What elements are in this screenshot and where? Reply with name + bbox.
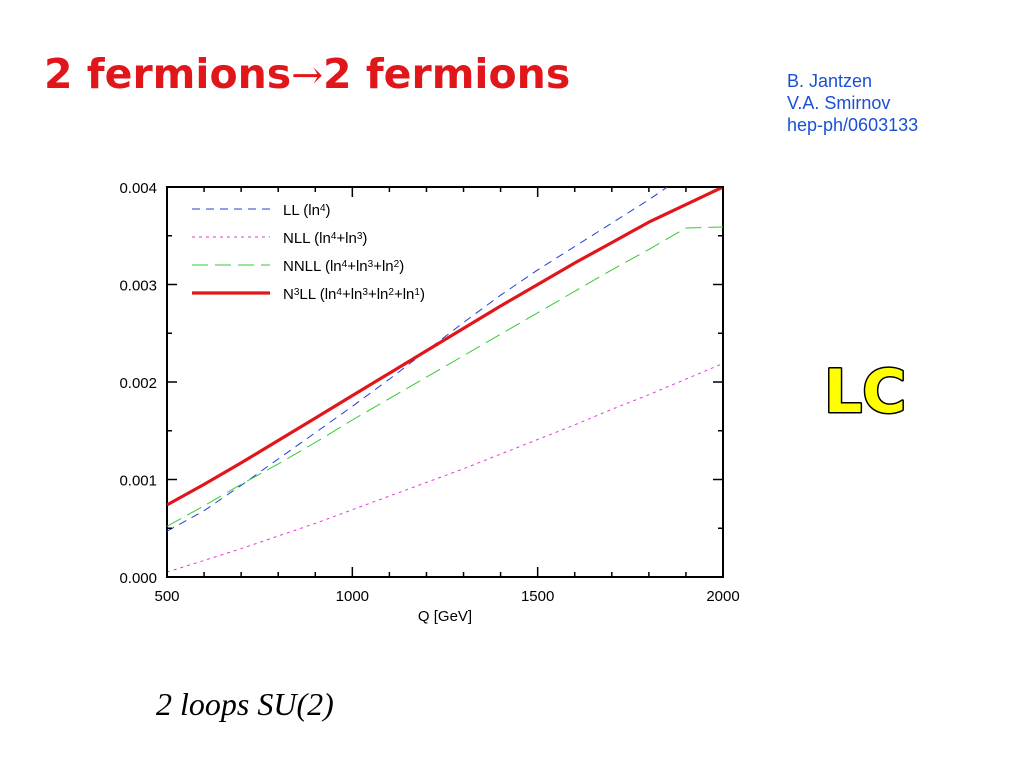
- series-line-2: [167, 363, 723, 573]
- plot-frame: [166, 186, 724, 578]
- title-left: 2 fermions: [44, 50, 292, 98]
- legend-label-2: NLL (ln4+ln3): [283, 230, 367, 247]
- credit-author-2: V.A. Smirnov: [787, 93, 891, 113]
- labels-layer: 500 1000 1500 2000 0.000 0.001 0.002 0.003 0.004…: [119, 180, 739, 625]
- legend-label-4: N3LL (ln4+ln3+ln2+ln1): [283, 286, 425, 303]
- legend-label-3: NNLL (ln4+ln3+ln2): [283, 258, 404, 275]
- y-tick-label: 0.001: [119, 473, 157, 490]
- credit-reference: hep-ph/0603133: [787, 115, 919, 135]
- series-layer: [167, 187, 723, 573]
- series-line-4: [167, 187, 723, 507]
- line-chart: 500 1000 1500 2000 0.000 0.001 0.002 0.003 0.004…: [119, 180, 739, 625]
- y-tick-label: 0.003: [119, 278, 157, 295]
- slide-title: 2 fermions→2 fermions: [44, 50, 570, 98]
- lc-badge: LC: [823, 356, 908, 429]
- x-tick-label: 1000: [336, 588, 369, 605]
- ticks-layer: [166, 186, 724, 578]
- y-tick-label: 0.002: [119, 375, 157, 392]
- author-credits: B. Jantzen V.A. Smirnov hep-ph/0603133: [787, 70, 918, 136]
- credit-author-1: B. Jantzen: [787, 71, 873, 91]
- y-tick-label: 0.004: [119, 180, 157, 197]
- title-right: 2 fermions: [323, 50, 571, 98]
- x-tick-label: 2000: [706, 588, 739, 605]
- x-axis-title: Q [GeV]: [418, 608, 472, 625]
- plot-border: [166, 186, 724, 578]
- x-tick-label: 500: [154, 588, 179, 605]
- legend: LL (ln4) NLL (ln4+ln3) NNLL (ln4+ln3+ln2) N…: [192, 202, 425, 303]
- x-tick-label: 1500: [521, 588, 554, 605]
- series-line-3: [167, 226, 723, 527]
- title-arrow: →: [291, 53, 324, 97]
- y-tick-label: 0.000: [119, 570, 157, 587]
- lc-badge-text: LC: [824, 357, 906, 427]
- slide-subtitle: 2 loops SU(2): [156, 686, 334, 722]
- legend-label-1: LL (ln4): [283, 202, 331, 219]
- series-line-1: [167, 187, 668, 532]
